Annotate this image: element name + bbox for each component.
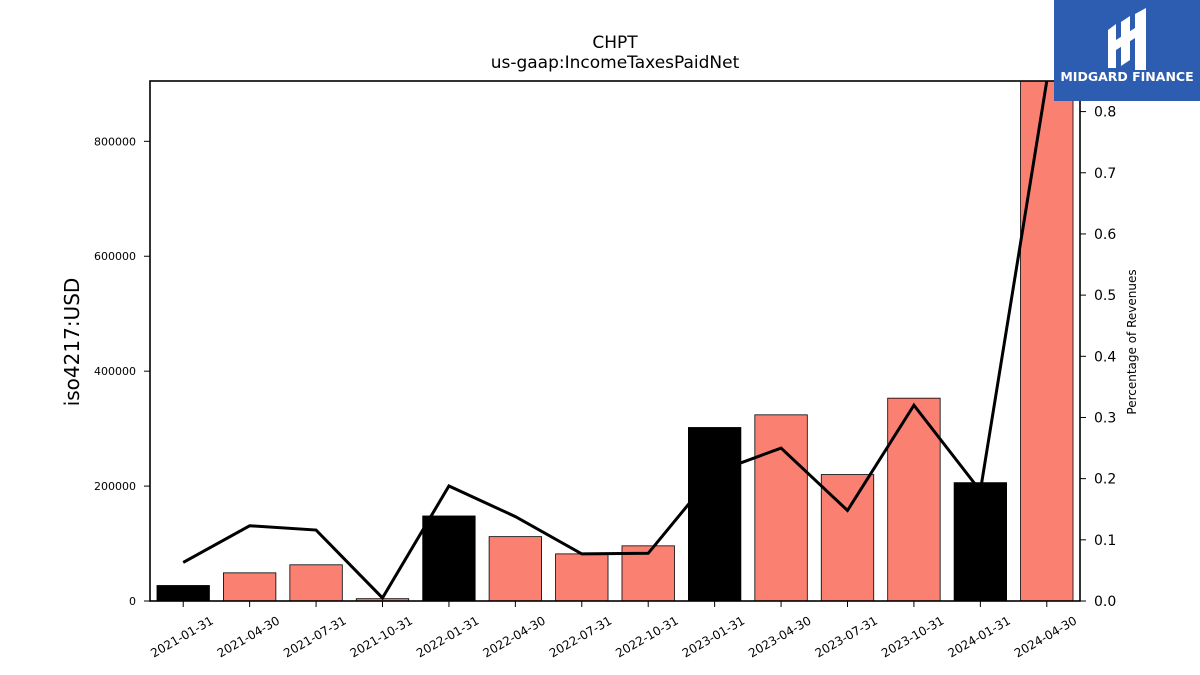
logo-text: MIDGARD FINANCE — [1060, 69, 1193, 84]
y2-tick-label: 0.6 — [1094, 227, 1116, 243]
bar — [223, 572, 277, 602]
y2-tick-label: 0.3 — [1094, 410, 1116, 426]
x-tick-label: 2022-01-31 — [414, 613, 481, 660]
y2-tick-label: 0.7 — [1094, 166, 1116, 182]
bar — [156, 585, 210, 602]
x-tick-label: 2023-07-31 — [813, 613, 880, 660]
bar — [1020, 80, 1074, 602]
y-tick-label: 200000 — [94, 480, 136, 493]
y2-tick-label: 0.4 — [1094, 349, 1116, 365]
y-tick-label: 400000 — [94, 365, 136, 378]
y2-tick-label: 0.2 — [1094, 472, 1116, 488]
line-group — [182, 80, 1049, 601]
bar — [555, 553, 609, 602]
x-tick-label: 2021-01-31 — [148, 613, 215, 660]
bar — [289, 564, 343, 602]
ratio-line — [182, 80, 1049, 601]
y2-axis-label: Percentage of Revenues — [1125, 269, 1139, 414]
y-axis-label: iso4217:USD — [60, 278, 84, 407]
chart-subtitle: us-gaap:IncomeTaxesPaidNet — [491, 53, 740, 73]
y-tick-label: 600000 — [94, 250, 136, 263]
logo-mark-icon — [1108, 8, 1146, 70]
x-tick-label: 2023-04-30 — [746, 613, 813, 660]
x-tick-label: 2022-04-30 — [480, 613, 547, 660]
x-tick-label: 2024-04-30 — [1012, 613, 1079, 660]
y2-tick-label: 0.8 — [1094, 105, 1116, 121]
bar — [754, 414, 808, 602]
chart-title: CHPT — [592, 33, 638, 53]
x-tick-label: 2021-04-30 — [215, 613, 282, 660]
x-tick-label: 2021-10-31 — [348, 613, 415, 660]
y2-tick-label: 0.5 — [1094, 288, 1116, 304]
x-tick-label: 2022-10-31 — [613, 613, 680, 660]
bar — [488, 536, 542, 602]
y2-tick-label: 0.0 — [1094, 594, 1116, 610]
x-tick-label: 2022-07-31 — [547, 613, 614, 660]
y2-tick-label: 0.1 — [1094, 533, 1116, 549]
x-tick-label: 2021-07-31 — [281, 613, 348, 660]
bar — [887, 397, 941, 602]
logo: MIDGARD FINANCE — [1054, 0, 1200, 101]
bars-group — [156, 80, 1074, 602]
x-tick-label: 2023-10-31 — [879, 613, 946, 660]
bar — [688, 427, 742, 602]
x-tick-label: 2023-01-31 — [680, 613, 747, 660]
plot-frame — [149, 80, 1081, 602]
y-tick-label: 0 — [129, 595, 136, 608]
x-tick-label: 2024-01-31 — [945, 613, 1012, 660]
bar — [422, 515, 476, 602]
bar — [621, 545, 675, 602]
bar — [953, 482, 1007, 602]
y-tick-label: 800000 — [94, 135, 136, 148]
